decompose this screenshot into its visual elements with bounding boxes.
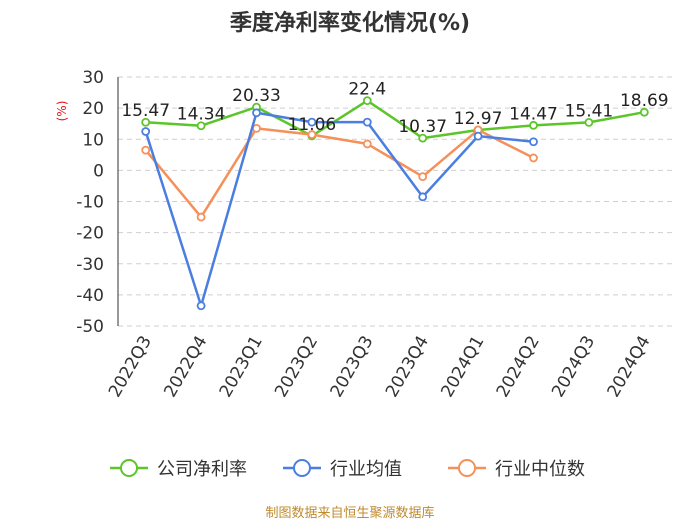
data-label: 14.34 xyxy=(177,105,226,125)
data-label: 14.47 xyxy=(509,104,558,124)
chart-title: 季度净利率变化情况(%) xyxy=(230,10,470,36)
series-line xyxy=(145,99,645,140)
legend-label: 行业中位数 xyxy=(495,459,585,480)
source-note: 制图数据来自恒生聚源数据库 xyxy=(265,505,434,521)
x-tick-label: 2022Q4 xyxy=(160,333,211,401)
data-label: 22.4 xyxy=(348,80,386,100)
y-tick-label: -10 xyxy=(76,193,104,213)
y-tick-label: -50 xyxy=(76,317,104,337)
data-point xyxy=(584,118,594,127)
data-point xyxy=(418,172,428,182)
data-point xyxy=(252,108,261,118)
legend-label: 行业均值 xyxy=(330,459,402,480)
legend-marker xyxy=(120,459,138,477)
data-point xyxy=(418,192,428,202)
series-line xyxy=(144,127,535,219)
x-tick-label: 2024Q4 xyxy=(604,333,655,401)
legend-marker xyxy=(458,459,476,477)
data-point xyxy=(141,145,151,155)
data-point xyxy=(529,153,538,163)
data-point xyxy=(141,127,151,136)
data-label: 11.06 xyxy=(288,115,337,135)
data-point xyxy=(196,212,206,222)
x-tick-labels: 2022Q3 2022Q4 2023Q1 2023Q2 2023Q3 2023Q4 2024… xyxy=(105,333,655,401)
x-tick-label: 2022Q3 xyxy=(105,333,156,401)
data-point xyxy=(529,120,538,130)
x-tick-label: 2023Q3 xyxy=(327,333,378,401)
data-label: 10.37 xyxy=(398,117,447,137)
y-tick-label: -40 xyxy=(76,286,104,306)
data-point xyxy=(196,301,206,311)
data-label: 18.69 xyxy=(620,91,669,111)
series-lines xyxy=(141,96,649,311)
data-point xyxy=(529,137,538,147)
data-label: 15.41 xyxy=(565,101,614,121)
y-tick-label: 10 xyxy=(82,130,104,150)
legend: 公司净利率 行业均值 行业中位数 xyxy=(110,459,585,480)
data-point xyxy=(141,117,151,127)
y-tick-label: -30 xyxy=(76,255,104,275)
y-tick-label: 0 xyxy=(93,161,104,181)
data-point xyxy=(362,139,372,149)
data-label: 12.97 xyxy=(454,109,503,129)
data-point xyxy=(307,117,317,127)
data-labels: 15.47 14.34 20.33 11.06 22.4 10.37 12.97 14.47 1… xyxy=(121,80,668,137)
data-point xyxy=(639,107,649,117)
y-tick-label: 20 xyxy=(82,99,104,119)
data-point xyxy=(252,123,261,133)
y-axis-label: (%) xyxy=(55,101,69,122)
data-point xyxy=(362,117,372,127)
legend-label: 公司净利率 xyxy=(157,459,247,480)
data-label: 15.47 xyxy=(121,101,170,121)
y-tick-label: -20 xyxy=(76,224,104,244)
data-point xyxy=(307,130,317,139)
data-point xyxy=(418,133,428,143)
y-tick-label: 30 xyxy=(82,68,104,88)
data-label: 20.33 xyxy=(232,86,281,106)
data-point xyxy=(196,121,206,131)
data-point xyxy=(473,131,483,141)
x-tick-label: 2023Q1 xyxy=(216,333,267,401)
grid-lines xyxy=(117,76,672,327)
x-tick-label: 2023Q4 xyxy=(382,333,433,401)
x-tick-label: 2024Q3 xyxy=(548,333,599,401)
x-tick-label: 2024Q1 xyxy=(437,333,488,401)
series-line xyxy=(144,111,534,308)
legend-marker xyxy=(293,459,311,477)
y-tick-labels: 30 20 10 0 -10 -20 -30 -40 -50 xyxy=(76,68,104,337)
x-tick-label: 2024Q2 xyxy=(493,333,544,401)
data-point xyxy=(362,96,372,106)
x-tick-label: 2023Q2 xyxy=(271,333,322,401)
